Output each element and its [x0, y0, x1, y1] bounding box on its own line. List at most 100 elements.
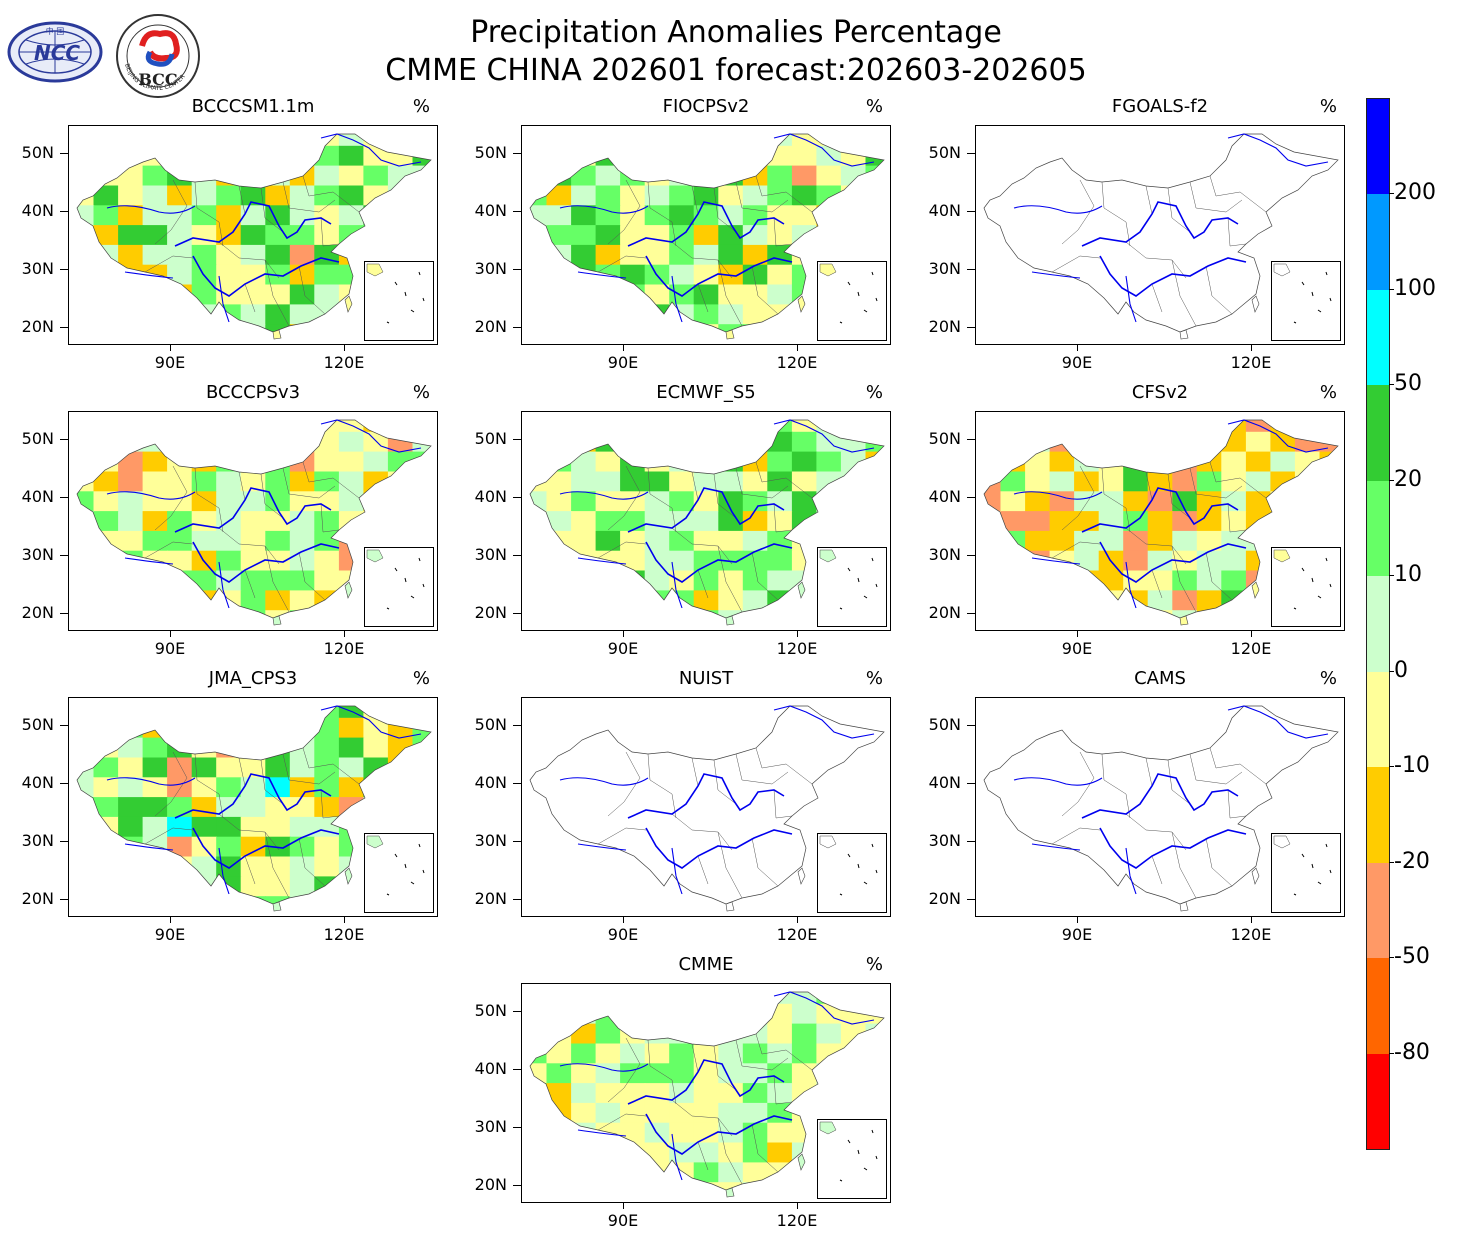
colorbar-tick: [1389, 384, 1394, 386]
map-frame: [521, 983, 891, 1203]
lat-tick: [513, 841, 521, 842]
lon-tick: [344, 344, 345, 351]
colorbar-label: 200: [1394, 180, 1436, 206]
lat-tick: [60, 211, 68, 212]
lat-tick: [967, 613, 975, 614]
china-outline: [76, 133, 432, 333]
panel-title: NUIST: [678, 668, 734, 689]
lat-tick: [967, 269, 975, 270]
china-outline: [76, 419, 432, 619]
lon-tick: [344, 630, 345, 637]
province-boundaries: [597, 461, 813, 613]
province-boundaries: [597, 747, 813, 899]
lat-tick: [513, 613, 521, 614]
lon-tick: [797, 630, 798, 637]
south-china-sea-inset: [1271, 261, 1341, 341]
lat-tick: [967, 153, 975, 154]
panel-title: BCCCSM1.1m: [191, 96, 315, 117]
colorbar-label: -10: [1394, 753, 1430, 779]
colorbar-tick: [1389, 288, 1394, 290]
lon-label: 90E: [1061, 639, 1093, 658]
ncc-logo: 中 国 NCC: [6, 20, 104, 84]
province-boundaries: [1051, 747, 1267, 899]
south-china-sea-inset: [817, 1119, 887, 1199]
panel-unit: %: [865, 668, 883, 689]
colorbar-tick: [1389, 766, 1394, 768]
panel-title: CFSv2: [1131, 382, 1189, 403]
lat-label: 30N: [474, 831, 507, 850]
colorbar-segment: [1367, 958, 1389, 1055]
lat-label: 40N: [928, 487, 961, 506]
lon-label: 120E: [1230, 639, 1272, 658]
panel-title: FGOALS-f2: [1111, 96, 1209, 117]
lon-label: 120E: [1230, 353, 1272, 372]
lat-tick: [513, 497, 521, 498]
china-outline: [529, 419, 885, 619]
china-outline: [76, 705, 432, 905]
colorbar-segment: [1367, 480, 1389, 577]
lon-tick: [623, 1202, 624, 1209]
lat-tick: [513, 439, 521, 440]
map-frame: [68, 411, 438, 631]
lat-label: 20N: [474, 317, 507, 336]
lat-label: 20N: [474, 889, 507, 908]
colorbar: [1366, 98, 1390, 1150]
lat-tick: [513, 783, 521, 784]
lon-label: 120E: [323, 353, 365, 372]
map-frame: [975, 697, 1345, 917]
lon-tick: [1251, 916, 1252, 923]
colorbar-tick: [1389, 193, 1394, 195]
lon-label: 120E: [776, 1211, 818, 1230]
rivers: [559, 705, 875, 895]
lat-label: 40N: [21, 201, 54, 220]
lon-tick: [797, 916, 798, 923]
lon-label: 120E: [776, 639, 818, 658]
lon-tick: [1077, 630, 1078, 637]
lat-label: 40N: [928, 201, 961, 220]
map-panel: JMA_CPS3% 50N 40N 30N 20N 90E 120E: [0, 669, 440, 944]
china-outline: [529, 705, 885, 905]
lat-tick: [967, 497, 975, 498]
colorbar-label: 10: [1394, 562, 1422, 588]
province-boundaries: [1051, 461, 1267, 613]
rivers: [106, 133, 422, 323]
lon-tick: [170, 344, 171, 351]
province-boundaries: [144, 175, 360, 327]
panel-unit: %: [1319, 668, 1337, 689]
colorbar-label: -50: [1394, 944, 1430, 970]
colorbar-tick: [1389, 957, 1394, 959]
lat-label: 20N: [21, 889, 54, 908]
lat-label: 50N: [21, 429, 54, 448]
colorbar-segment: [1367, 576, 1389, 673]
china-outline: [983, 419, 1339, 619]
lon-tick: [1251, 630, 1252, 637]
lat-tick: [60, 725, 68, 726]
china-outline: [529, 991, 885, 1191]
lon-tick: [623, 344, 624, 351]
lat-label: 30N: [474, 1117, 507, 1136]
lat-tick: [60, 613, 68, 614]
lon-label: 90E: [154, 639, 186, 658]
lat-tick: [60, 327, 68, 328]
south-china-sea-inset: [364, 547, 434, 627]
lon-label: 120E: [323, 925, 365, 944]
south-china-sea-inset: [364, 261, 434, 341]
lat-tick: [513, 1069, 521, 1070]
bcc-logo: BCC BEIJING CLIMATE CENTER: [114, 12, 202, 100]
map-panel: FIOCPSv2% 50N 40N 30N 20N 90E 120E: [453, 97, 893, 372]
lon-label: 90E: [607, 1211, 639, 1230]
colorbar-tick: [1389, 575, 1394, 577]
panel-unit: %: [865, 954, 883, 975]
rivers: [559, 133, 875, 323]
lat-label: 30N: [21, 259, 54, 278]
lat-tick: [513, 899, 521, 900]
lon-tick: [797, 1202, 798, 1209]
lon-label: 90E: [607, 353, 639, 372]
china-outline: [983, 133, 1339, 333]
lon-label: 90E: [154, 353, 186, 372]
lon-tick: [1077, 344, 1078, 351]
lon-tick: [1077, 916, 1078, 923]
lat-label: 30N: [21, 545, 54, 564]
figure-title: Precipitation Anomalies Percentage: [470, 15, 1002, 50]
lat-tick: [967, 327, 975, 328]
